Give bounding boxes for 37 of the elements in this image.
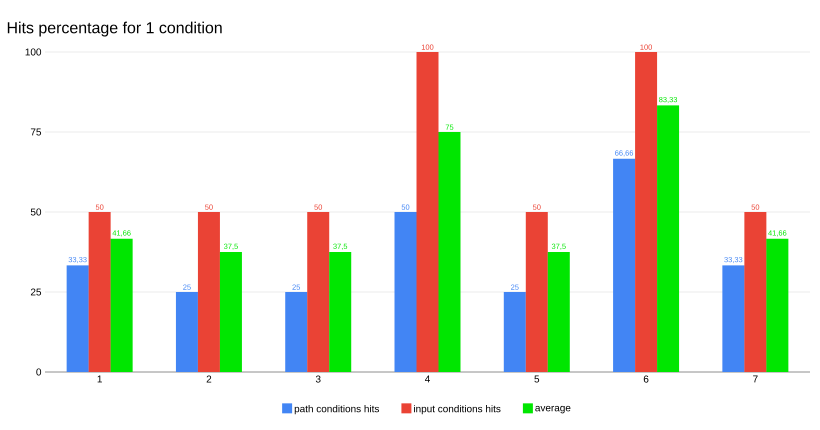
bar <box>176 292 198 372</box>
y-tick-label: 50 <box>30 208 42 216</box>
bar <box>766 238 788 372</box>
y-tick-label: 100 <box>26 48 42 56</box>
bar <box>722 265 744 372</box>
bar <box>504 292 526 372</box>
bar <box>220 252 242 372</box>
bar <box>110 238 133 372</box>
bar <box>329 252 352 372</box>
bar <box>526 212 548 372</box>
y-tick-label: 25 <box>30 288 42 296</box>
y-tick-label: 75 <box>30 128 42 136</box>
bar <box>548 252 570 372</box>
bar <box>635 52 658 372</box>
x-tick-label: 2 <box>206 376 212 382</box>
bar <box>66 265 89 372</box>
bar <box>394 212 417 372</box>
x-tick-label: 6 <box>644 376 648 383</box>
bar <box>744 212 766 372</box>
x-tick-label: 1 <box>98 376 102 382</box>
bar <box>613 158 636 372</box>
legend-label: input conditions hits <box>414 404 501 414</box>
x-tick-label: 7 <box>753 376 758 382</box>
legend-label: path conditions hits <box>294 404 380 414</box>
x-tick-label: 4 <box>424 376 430 382</box>
bar <box>307 212 330 372</box>
bar <box>198 212 220 372</box>
chart-title: Hits percentage for 1 condition <box>8 22 222 37</box>
bar <box>657 105 680 372</box>
y-tick-label: 0 <box>36 368 42 376</box>
bar <box>88 212 111 372</box>
bar <box>416 52 439 372</box>
x-tick-label: 3 <box>316 376 321 383</box>
bar <box>438 132 461 372</box>
x-tick-label: 5 <box>534 376 540 382</box>
bar <box>285 292 308 372</box>
legend-label: average <box>535 406 570 414</box>
